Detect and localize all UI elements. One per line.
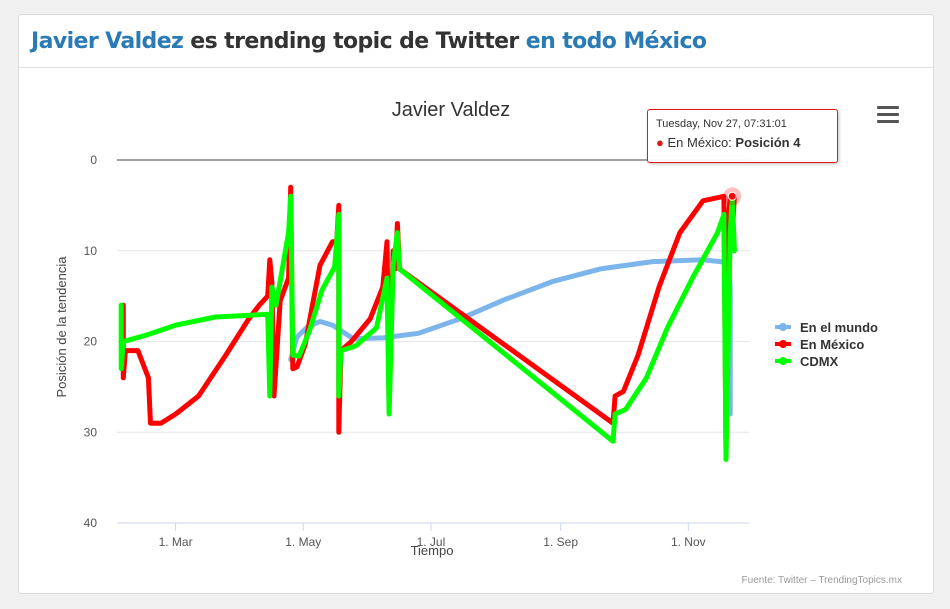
series-lines (118, 184, 737, 462)
chart-menu-icon[interactable] (877, 106, 899, 124)
legend-item[interactable]: CDMX (775, 354, 839, 369)
legend-label: CDMX (800, 354, 839, 369)
title-middle: es trending topic de Twitter (183, 28, 526, 54)
legend-marker (779, 323, 787, 331)
title-name: Javier Valdez (31, 28, 184, 54)
y-tick-label: 10 (84, 244, 98, 258)
y-axis-ticks: 0 10 20 30 40 (84, 153, 98, 530)
tooltip-value: Posición 4 (735, 135, 801, 150)
legend-item[interactable]: En México (775, 337, 864, 352)
legend-item[interactable]: En el mundo (775, 320, 878, 335)
card-title: Javier Valdez es trending topic de Twitt… (19, 15, 933, 68)
tooltip-value-line: ● En México: Posición 4 (656, 135, 829, 150)
tooltip-dot-icon: ● (656, 135, 664, 150)
grid-lines (117, 159, 749, 524)
hover-marker (723, 187, 742, 206)
x-tick-label: 1. May (285, 535, 321, 549)
y-tick-label: 30 (84, 425, 98, 439)
series-line-3[interactable] (118, 193, 737, 462)
y-tick-label: 20 (84, 335, 98, 349)
x-tick-label: 1. Jul (417, 535, 446, 549)
x-tick-label: 1. Nov (671, 535, 706, 549)
hover-point[interactable] (727, 191, 737, 201)
y-axis-label: Posición de la tendencia (54, 256, 69, 398)
chart-tooltip: Tuesday, Nov 27, 07:31:01 ● En México: P… (647, 109, 838, 163)
y-tick-label: 0 (90, 153, 97, 167)
tooltip-time: Tuesday, Nov 27, 07:31:01 (656, 118, 787, 130)
legend: En el mundo En México CDMX (775, 320, 878, 369)
y-tick-label: 40 (84, 516, 98, 530)
x-tick-label: 1. Mar (159, 535, 193, 549)
x-tick-label: 1. Sep (543, 535, 578, 549)
legend-label: En México (800, 337, 864, 352)
x-axis: 1. Mar 1. May 1. Jul 1. Sep 1. Nov (117, 522, 749, 549)
legend-marker (779, 340, 787, 348)
credits[interactable]: Fuente: Twitter – TrendingTopics.mx (742, 575, 902, 586)
title-location: en todo México (525, 28, 707, 54)
chart-area: Javier Valdez 0 10 20 30 40 1. Mar 1. May 1. J… (19, 70, 933, 593)
chart-card: Javier Valdez es trending topic de Twitt… (18, 14, 934, 594)
chart-title: Javier Valdez (392, 99, 511, 121)
legend-marker (779, 357, 787, 365)
legend-label: En el mundo (800, 320, 878, 335)
trend-chart: Javier Valdez 0 10 20 30 40 1. Mar 1. May 1. J… (54, 99, 902, 586)
tooltip-label: En México: (667, 135, 736, 150)
x-axis-label: Tiempo (411, 543, 454, 558)
